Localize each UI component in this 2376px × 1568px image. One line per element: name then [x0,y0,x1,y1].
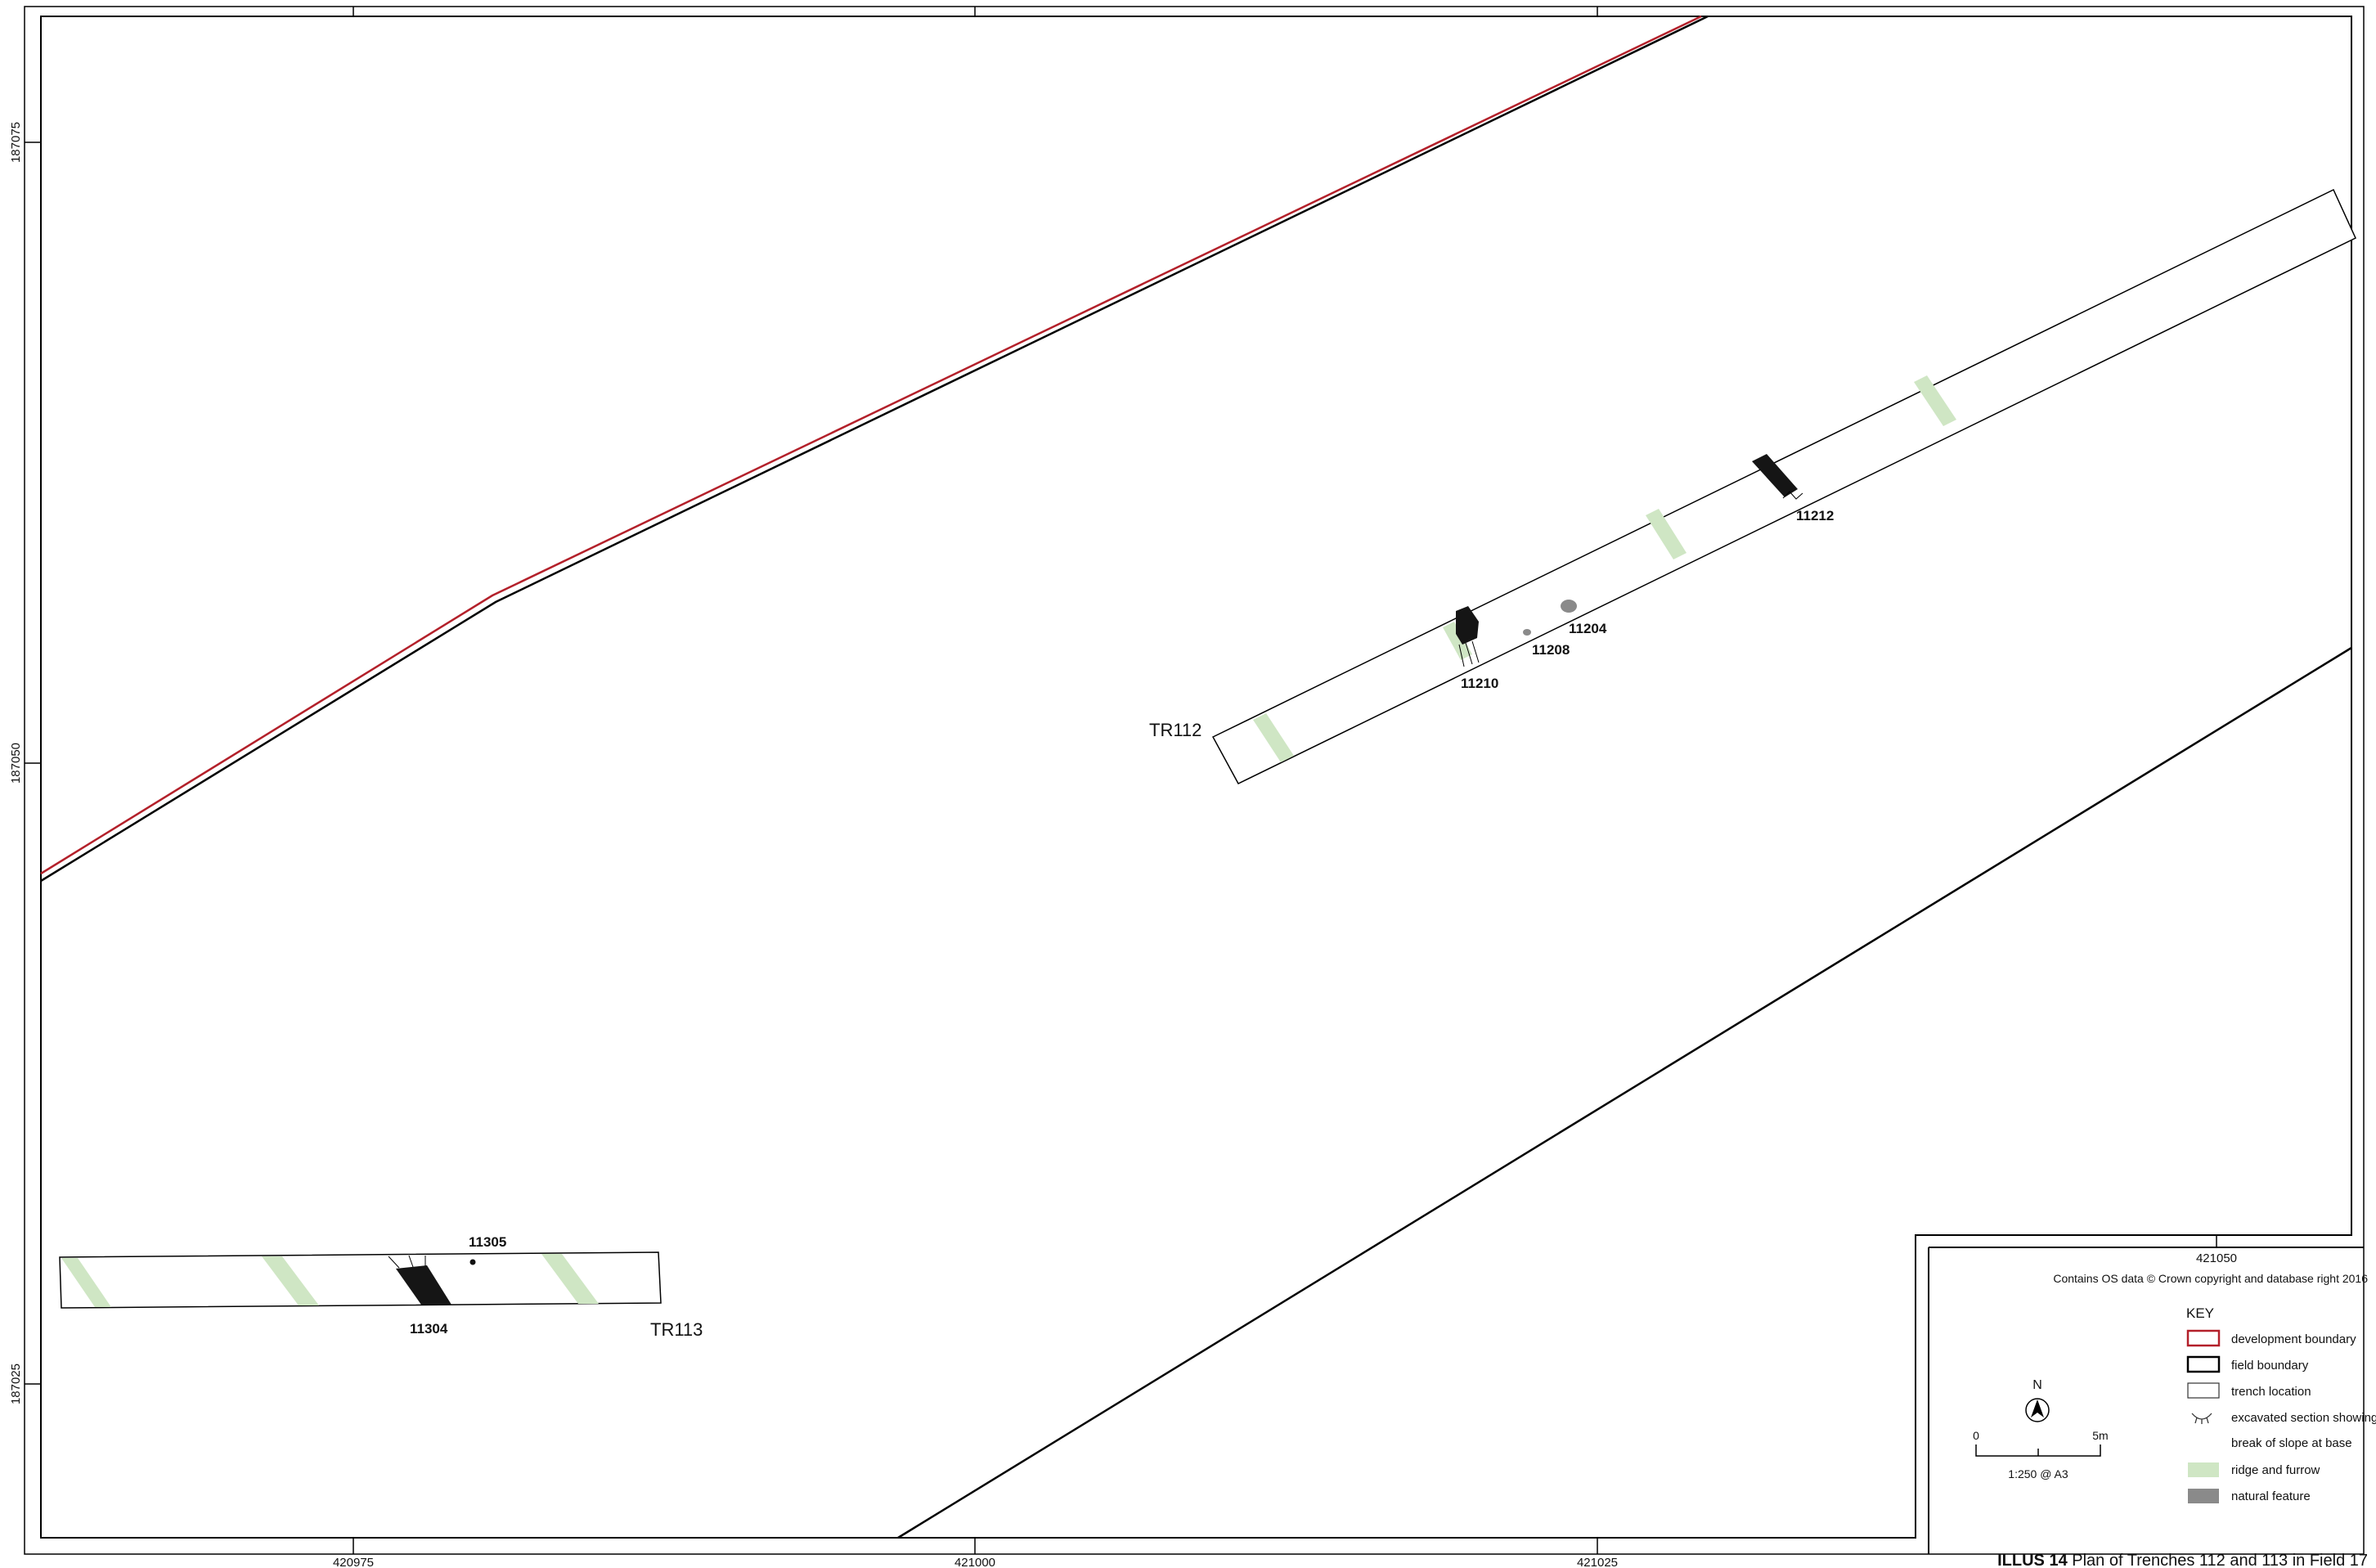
y-tick-187075: 187075 [9,122,23,163]
scale-start-label: 0 [1973,1429,1979,1442]
ridge-furrow-band [1914,375,1956,426]
trench-label-tr112: TR112 [1149,720,1201,740]
development-boundary [40,15,1702,875]
caption-text: Plan of Trenches 112 and 113 in Field 17 [2072,1552,2368,1568]
north-arrow-icon: N [2025,1378,2050,1422]
key-section-hachure-icon [2191,1413,2212,1424]
trench-label-tr113: TR113 [650,1319,703,1340]
map-frame-inner [40,16,2352,1539]
ridge-furrow-band [1646,509,1687,559]
key-symbol-natural-feature [2188,1489,2219,1503]
feature-label-11204: 11204 [1569,621,1607,636]
north-label: N [2032,1378,2042,1392]
field-boundary-south [897,646,2352,1539]
y-tick-187025: 187025 [9,1364,23,1404]
key-symbol-field-boundary [2186,1355,2221,1373]
feature-11305-point [469,1259,476,1265]
feature-label-11208: 11208 [1532,642,1570,658]
key-label-development-boundary: development boundary [2231,1332,2356,1346]
ridge-furrow-band [262,1256,319,1305]
key-title: KEY [2186,1305,2214,1321]
section-hachure [1458,640,1480,667]
x-tick-420975: 420975 [333,1556,374,1568]
feature-label-11304: 11304 [410,1321,448,1337]
excavated-section-11210 [1456,606,1479,645]
key-label-excavated-section: excavated section showing [2231,1411,2376,1425]
scale-bar: 0 5m 1:250 @ A3 [1973,1429,2109,1480]
map-frame-outer [24,6,2365,1555]
section-hachure [388,1255,426,1269]
copyright-text: Contains OS data © Crown copyright and d… [2053,1272,2368,1285]
ridge-furrow-band [1253,713,1294,762]
x-tick-421000: 421000 [954,1556,995,1568]
ridge-furrow-band [61,1258,111,1307]
ridge-furrow-band [1443,622,1472,660]
key-label-natural-feature: natural feature [2231,1489,2311,1503]
key-label-field-boundary: field boundary [2231,1359,2309,1373]
section-hachure [1782,491,1803,500]
map-key: KEY development boundary field boundary … [2186,1305,2376,1503]
scale-ratio-label: 1:250 @ A3 [2008,1467,2068,1480]
key-symbol-trench-location [2187,1382,2220,1399]
key-label-ridge-and-furrow: ridge and furrow [2231,1463,2320,1477]
y-tick-187050: 187050 [9,743,23,784]
figure-caption: ILLUS 14 Plan of Trenches 112 and 113 in… [1997,1552,2368,1568]
feature-label-11210: 11210 [1461,676,1498,691]
field-boundary-north [40,15,1709,883]
feature-label-11305: 11305 [469,1234,506,1250]
x-tick-421050: 421050 [2196,1251,2237,1265]
trench-tr113 [59,1251,662,1309]
natural-feature-11208 [1523,629,1531,636]
trench-tr112 [1211,188,2356,784]
natural-feature-11204 [1561,600,1577,613]
excavated-section-11212 [1752,454,1798,497]
x-tick-421025: 421025 [1577,1556,1618,1568]
trench-tr113-outline [59,1251,662,1309]
key-label-break-of-slope: break of slope at base [2231,1436,2352,1450]
key-symbol-development-boundary [2186,1329,2221,1347]
key-label-trench-location: trench location [2231,1385,2311,1399]
caption-number: ILLUS 14 [1997,1552,2068,1568]
feature-label-11212: 11212 [1796,508,1834,523]
key-symbol-ridge-and-furrow [2188,1462,2219,1477]
grid-ticks [25,7,2217,1554]
scale-end-label: 5m [2092,1429,2108,1442]
excavated-section-11304 [396,1265,451,1305]
ridge-furrow-band [541,1254,599,1304]
